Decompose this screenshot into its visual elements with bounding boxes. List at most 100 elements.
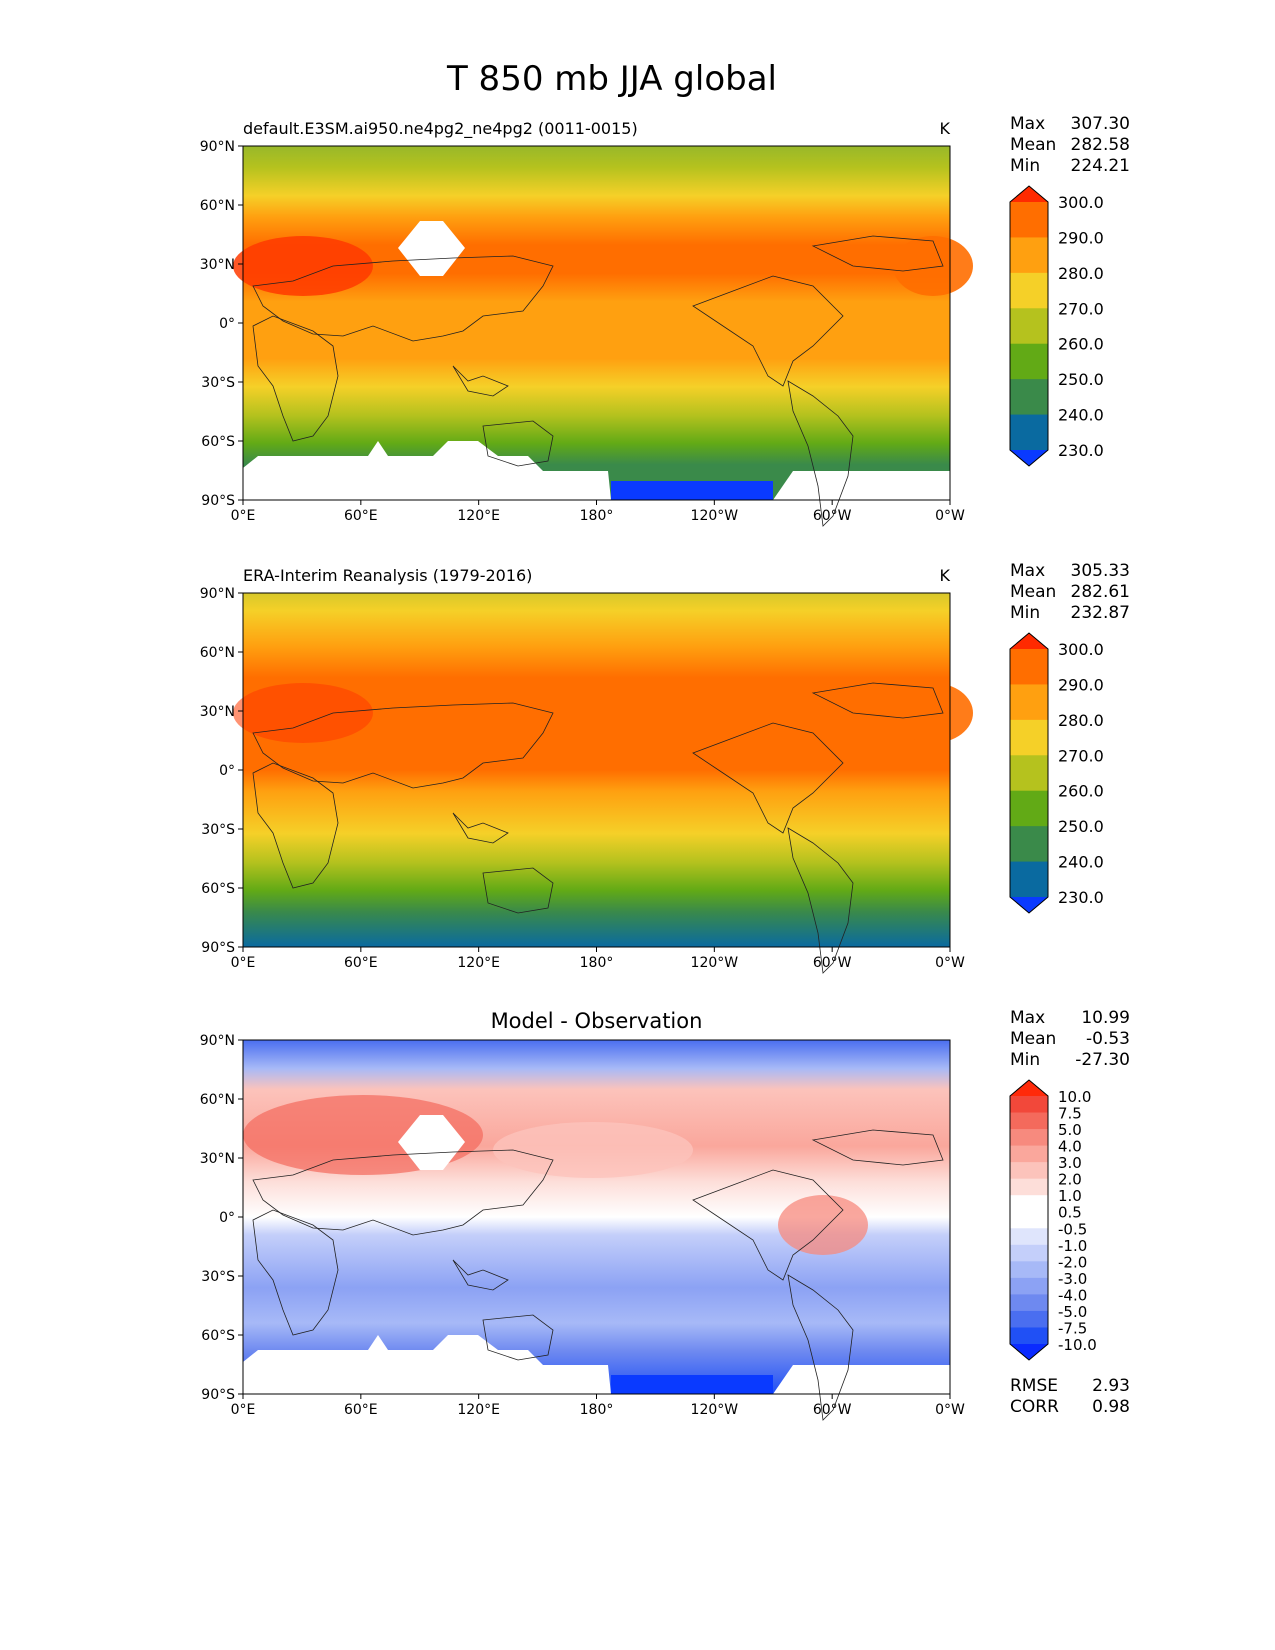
colorbar-segment <box>1010 1294 1048 1312</box>
stat-label-max: Max <box>1010 1008 1045 1028</box>
corr-label: CORR <box>1010 1397 1059 1417</box>
rmse-value: 2.93 <box>1092 1376 1130 1396</box>
colorbar-tick-label: -7.5 <box>1058 1319 1087 1337</box>
colorbar: 300.0 290.0 280.0 270.0 260.0 250.0 240.0 230.0 <box>1009 185 1104 467</box>
warm-region <box>893 683 973 743</box>
map-field <box>243 146 950 500</box>
colorbar-extend-top <box>1010 1080 1048 1096</box>
colorbar-tick-label: 270.0 <box>1058 299 1104 318</box>
colorbar-segment <box>1010 343 1048 380</box>
lat-tick-label: 30°S <box>201 375 235 391</box>
stat-value-mean: 282.61 <box>1071 582 1130 602</box>
warm-region <box>233 236 373 296</box>
colorbar-tick-label: 280.0 <box>1058 711 1104 730</box>
lat-tick-label: 0° <box>219 763 235 779</box>
colorbar-segment <box>1010 379 1048 416</box>
cold-region <box>611 481 773 500</box>
colorbar-outline <box>1009 632 1049 914</box>
colorbar-segment <box>1010 1327 1048 1345</box>
lon-tick-label: 180° <box>580 955 614 971</box>
lat-tick-label: 60°S <box>201 1328 235 1344</box>
stat-label-mean: Mean <box>1010 135 1056 155</box>
warm-anomaly <box>493 1122 693 1178</box>
colorbar: 300.0 290.0 280.0 270.0 260.0 250.0 240.0 230.0 <box>1009 632 1104 914</box>
colorbar-segment <box>1010 1162 1048 1180</box>
colorbar-tick-label: 0.5 <box>1058 1204 1082 1222</box>
warm-region <box>233 683 373 743</box>
panel-title: Model - Observation <box>491 1009 703 1033</box>
colorbar-segment <box>1010 272 1048 309</box>
lat-tick-label: 30°N <box>200 704 235 720</box>
lon-tick-label: 0°W <box>935 1402 965 1418</box>
stat-value-min: -27.30 <box>1075 1050 1130 1070</box>
colorbar-segment <box>1010 1096 1048 1114</box>
lon-tick-label: 0°W <box>935 508 965 524</box>
lat-tick-label: 30°N <box>200 1151 235 1167</box>
colorbar-segment <box>1010 1195 1048 1213</box>
colorbar-tick-label: 260.0 <box>1058 335 1104 354</box>
colorbar-segment <box>1010 1277 1048 1295</box>
colorbar-segment <box>1010 790 1048 827</box>
colorbar-extend-bottom <box>1010 1344 1048 1360</box>
colorbar-segment <box>1010 414 1048 451</box>
colorbar-segment <box>1010 1129 1048 1147</box>
colorbar-outline <box>1009 185 1049 467</box>
colorbar-extend-top <box>1010 186 1048 202</box>
lat-tick-label: 0° <box>219 316 235 332</box>
missing-data-region <box>773 471 950 500</box>
rmse-label: RMSE <box>1010 1376 1058 1396</box>
units-label: K <box>940 566 951 585</box>
figure-title: T 850 mb JJA global <box>446 59 777 99</box>
lon-tick-label: 120°W <box>691 955 739 971</box>
colorbar-segment <box>1010 1178 1048 1196</box>
map-panels: 90°N 60°N 30°N 0° 30°S 60°S 90°S 0°E 60°E 120°E 18… <box>200 114 1130 1421</box>
colorbar-segment <box>1010 308 1048 345</box>
colorbar-tick-label: -10.0 <box>1058 1336 1097 1354</box>
panel-model: 90°N 60°N 30°N 0° 30°S 60°S 90°S0°E 60°E 120°E 18… <box>200 114 1130 527</box>
panel-obs: 90°N 60°N 30°N 0° 30°S 60°S 90°S0°E 60°E 120°E 18… <box>200 561 1130 974</box>
lat-tick-label: 60°N <box>200 645 235 661</box>
missing-data-region <box>243 1335 611 1394</box>
colorbar-tick-label: 280.0 <box>1058 264 1104 283</box>
lon-tick-label: 60°W <box>813 508 852 524</box>
stat-label-min: Min <box>1010 603 1040 623</box>
stat-label-mean: Mean <box>1010 582 1056 602</box>
lon-tick-label: 60°E <box>344 955 378 971</box>
colorbar-segment <box>1010 237 1048 274</box>
lat-tick-label: 90°N <box>200 139 235 155</box>
stat-value-max: 10.99 <box>1081 1008 1130 1028</box>
colorbar-segment <box>1010 1211 1048 1229</box>
lon-tick-label: 60°W <box>813 1402 852 1418</box>
colorbar-extend-bottom <box>1010 897 1048 913</box>
units-label: K <box>940 119 951 138</box>
lat-tick-label: 90°N <box>200 586 235 602</box>
stat-label-max: Max <box>1010 561 1045 581</box>
colorbar-tick-label: -5.0 <box>1058 1303 1087 1321</box>
map-field <box>243 593 950 947</box>
colorbar-tick-label: -0.5 <box>1058 1220 1087 1238</box>
lat-tick-label: 60°S <box>201 434 235 450</box>
corr-value: 0.98 <box>1092 1397 1130 1417</box>
lat-tick-label: 0° <box>219 1210 235 1226</box>
panel-title: ERA-Interim Reanalysis (1979-2016) <box>243 566 532 585</box>
colorbar-tick-label: 300.0 <box>1058 640 1104 659</box>
colorbar-segment <box>1010 826 1048 863</box>
colorbar-segment <box>1010 1310 1048 1328</box>
lat-tick-label: 30°S <box>201 1269 235 1285</box>
lat-tick-label: 90°N <box>200 1033 235 1049</box>
colorbar-tick-label: 250.0 <box>1058 370 1104 389</box>
colorbar-tick-label: 2.0 <box>1058 1171 1082 1189</box>
lon-tick-label: 60°W <box>813 955 852 971</box>
stat-label-min: Min <box>1010 1050 1040 1070</box>
stat-value-mean: 282.58 <box>1071 135 1130 155</box>
lon-tick-label: 0°E <box>231 1402 256 1418</box>
lat-tick-label: 30°N <box>200 257 235 273</box>
lat-tick-label: 60°N <box>200 1092 235 1108</box>
stat-label-min: Min <box>1010 156 1040 176</box>
colorbar-tick-label: 270.0 <box>1058 746 1104 765</box>
colorbar-tick-label: 240.0 <box>1058 406 1104 425</box>
lat-tick-label: 90°S <box>201 940 235 956</box>
lon-tick-label: 120°E <box>457 1402 500 1418</box>
colorbar-tick-label: 3.0 <box>1058 1154 1082 1172</box>
